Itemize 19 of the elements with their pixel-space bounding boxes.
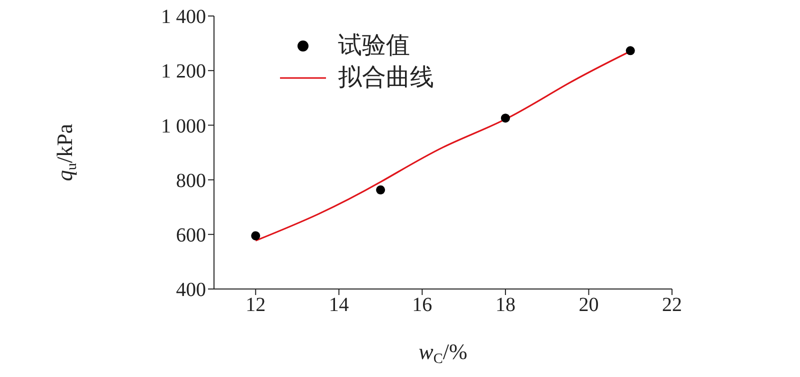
point [500,114,510,123]
x-tick-label: 12 [246,294,266,316]
x-tick-label: 16 [412,294,432,316]
x-tick-label: 20 [578,294,599,316]
x-tick-label: 18 [495,294,516,316]
legend-label: 试验值 [338,32,410,61]
x-tick-label: 14 [328,294,349,316]
y-tick-label: 600 [176,224,206,246]
point [251,231,260,240]
x-axis-title: w$_{C}$/% [418,339,468,366]
y-tick-label: 1 000 [161,115,206,138]
y-tick-label: 1 200 [161,60,206,83]
y-tick-label: 800 [176,170,206,192]
y-tick-label: 400 [176,279,206,302]
point [376,185,386,194]
x-tick-label: 22 [662,294,682,316]
legend-label: 拟合曲线 [338,64,434,93]
y-tick-label: 1 400 [161,6,206,28]
point [626,46,635,56]
